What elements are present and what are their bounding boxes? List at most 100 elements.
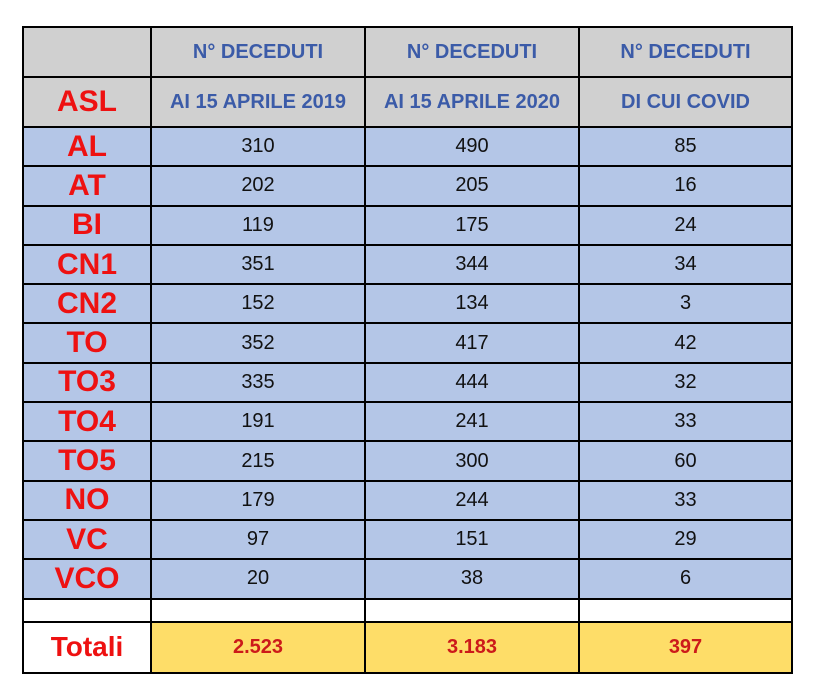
asl-name: CN1	[56, 247, 117, 281]
table-cell: 97	[150, 518, 366, 561]
value-2019: 20	[246, 567, 270, 590]
table-cell: TO3	[22, 361, 152, 404]
header-cell: AI 15 APRILE 2019	[150, 76, 366, 128]
value-2020: 444	[455, 370, 489, 393]
value-2020: 417	[455, 331, 489, 354]
table-cell: TO	[22, 322, 152, 364]
blank-row	[22, 597, 793, 623]
asl-name: TO5	[58, 444, 116, 478]
asl-name: VC	[66, 522, 108, 556]
asl-name: TO4	[58, 404, 116, 438]
table-cell: 32	[578, 361, 793, 404]
asl-name: NO	[64, 483, 110, 517]
asl-name: CN2	[56, 286, 117, 320]
table-cell: 344	[364, 243, 580, 286]
header-deceduti-2020: N° DECEDUTI	[406, 40, 538, 63]
table-row: TO4 191 241 33	[22, 401, 793, 443]
table-cell: CN1	[22, 243, 152, 286]
table-cell: 490	[364, 125, 580, 168]
table-cell: 351	[150, 243, 366, 286]
value-covid: 42	[674, 331, 697, 354]
header-row-1: N° DECEDUTI N° DECEDUTI N° DECEDUTI	[22, 26, 793, 78]
table-row: TO5 215 300 60	[22, 440, 793, 482]
table-cell: 241	[364, 401, 580, 443]
blank-cell	[150, 597, 366, 623]
header-deceduti-covid: N° DECEDUTI	[620, 40, 751, 63]
value-2019: 351	[241, 253, 275, 276]
asl-name: AT	[68, 168, 106, 202]
value-2020: 300	[455, 449, 489, 472]
table-cell: VCO	[22, 558, 152, 600]
table-cell: 60	[578, 440, 793, 482]
deaths-table: N° DECEDUTI N° DECEDUTI N° DECEDUTI ASL …	[22, 26, 793, 674]
value-covid: 85	[674, 135, 697, 158]
table-cell: 215	[150, 440, 366, 482]
table-cell: TO4	[22, 401, 152, 443]
header-cell: DI CUI COVID	[578, 76, 793, 128]
value-covid: 24	[674, 213, 697, 236]
totals-label: Totali	[50, 631, 124, 663]
table-cell: 24	[578, 204, 793, 246]
totals-cell: 2.523	[150, 620, 366, 674]
header-row-2: ASL AI 15 APRILE 2019 AI 15 APRILE 2020 …	[22, 76, 793, 128]
table-cell: AT	[22, 165, 152, 207]
value-2020: 175	[455, 213, 489, 236]
value-2019: 352	[241, 331, 275, 354]
totals-cell: 397	[578, 620, 793, 674]
table-cell: 85	[578, 125, 793, 168]
table-cell: VC	[22, 518, 152, 561]
table-row: BI 119 175 24	[22, 204, 793, 246]
table-cell: 310	[150, 125, 366, 168]
totals-row: Totali 2.523 3.183 397	[22, 620, 793, 674]
table-row: TO 352 417 42	[22, 322, 793, 364]
blank-cell	[578, 597, 793, 623]
header-cell: ASL	[22, 76, 152, 128]
value-2019: 152	[241, 292, 275, 315]
value-covid: 32	[674, 370, 697, 393]
table-row: NO 179 244 33	[22, 479, 793, 521]
header-cell: N° DECEDUTI	[364, 26, 580, 78]
value-2019: 191	[241, 410, 275, 433]
table-row: CN1 351 344 34	[22, 243, 793, 286]
value-2019: 335	[241, 370, 275, 393]
table-cell: 16	[578, 165, 793, 207]
value-2019: 179	[241, 488, 275, 511]
table-cell: 119	[150, 204, 366, 246]
table-cell: 33	[578, 401, 793, 443]
table-cell: 335	[150, 361, 366, 404]
table-cell: 34	[578, 243, 793, 286]
value-covid: 33	[674, 410, 697, 433]
asl-name: TO3	[58, 365, 116, 399]
value-covid: 6	[679, 567, 692, 590]
table-cell: 179	[150, 479, 366, 521]
table-cell: AL	[22, 125, 152, 168]
blank-cell	[364, 597, 580, 623]
value-covid: 33	[674, 488, 697, 511]
value-covid: 60	[674, 449, 697, 472]
value-2020: 38	[460, 567, 484, 590]
table-cell: 33	[578, 479, 793, 521]
table-cell: NO	[22, 479, 152, 521]
table-cell: 202	[150, 165, 366, 207]
value-2019: 202	[241, 174, 275, 197]
header-date-2019: AI 15 APRILE 2019	[169, 90, 346, 113]
value-covid: 16	[674, 174, 697, 197]
asl-name: TO	[66, 326, 108, 360]
table-cell: 417	[364, 322, 580, 364]
table-cell: CN2	[22, 283, 152, 325]
table-cell: 175	[364, 204, 580, 246]
table-cell: 244	[364, 479, 580, 521]
header-asl: ASL	[57, 85, 117, 118]
totals-cell: 3.183	[364, 620, 580, 674]
value-2020: 205	[455, 174, 489, 197]
table-cell: 29	[578, 518, 793, 561]
value-2020: 151	[455, 528, 489, 551]
table-cell: 444	[364, 361, 580, 404]
table-cell: 151	[364, 518, 580, 561]
header-cell: N° DECEDUTI	[578, 26, 793, 78]
table-cell: 38	[364, 558, 580, 600]
table-cell: 6	[578, 558, 793, 600]
value-2019: 97	[246, 528, 270, 551]
header-cell: N° DECEDUTI	[150, 26, 366, 78]
table-cell: TO5	[22, 440, 152, 482]
